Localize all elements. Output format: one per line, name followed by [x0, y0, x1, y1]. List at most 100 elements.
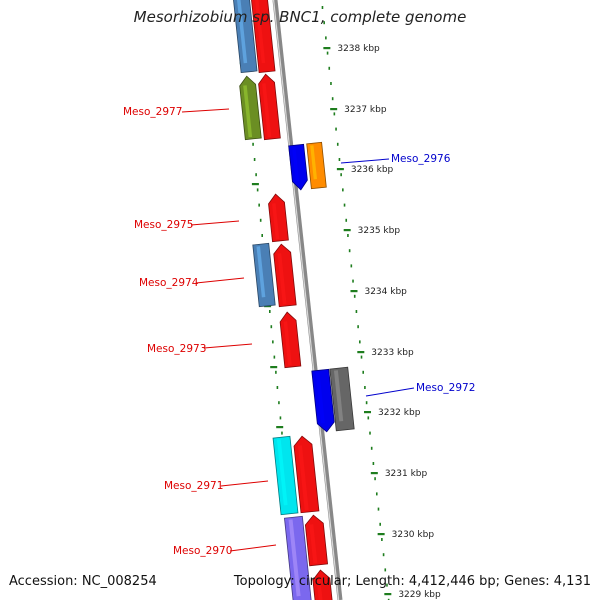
feature-arrow: [268, 193, 289, 243]
feature-arrow: [279, 311, 302, 369]
scale-dot: [362, 370, 365, 374]
feature-arrow: [252, 242, 276, 308]
scale-dot: [365, 401, 368, 405]
map-title: Mesorhizobium sp. BNC1, complete genome: [133, 8, 467, 26]
scale-dot: [331, 97, 334, 101]
scale-tick-label: 3235 kbp: [358, 226, 401, 236]
feature-arrow: [273, 243, 297, 308]
feature-highlight: [254, 0, 266, 64]
scale-dot: [364, 386, 366, 389]
scale-tick-label: 3232 kbp: [378, 408, 421, 418]
feature-arrow: [312, 569, 334, 600]
scale-dot: [258, 203, 260, 207]
label-leader-line: [190, 220, 240, 226]
gene-label: Meso_2976: [391, 153, 451, 165]
feature-arrow: [272, 435, 299, 516]
gene-label: Meso_2970: [173, 545, 232, 557]
scale-ticks: 3238 kbp 3237 kbp 3236 kbp 3235 kbp 3234 kbp…: [239, 44, 441, 600]
scale-dot: [350, 264, 353, 268]
scale-dot: [387, 598, 390, 600]
feature-arrow: [306, 141, 327, 190]
scale-dot: [281, 431, 283, 435]
scale-dot: [269, 310, 271, 313]
scale-dot: [367, 416, 370, 420]
scale-dot: [321, 6, 324, 9]
scale-dot: [381, 538, 383, 541]
scale-tick: [370, 472, 378, 475]
gene-label: Meso_2975: [134, 219, 193, 231]
feature-highlight: [243, 85, 253, 138]
feature-highlight: [236, 0, 248, 64]
feature-arrow: [258, 73, 281, 141]
scale-tick: [251, 183, 259, 186]
scale-dot: [326, 51, 329, 55]
scale-dot: [342, 188, 344, 192]
scale-dot: [270, 325, 273, 329]
scale-dot: [353, 294, 356, 298]
scale-tick: [377, 533, 385, 536]
feature-arrow: [239, 75, 262, 141]
cds-c2: [306, 141, 327, 190]
scale-dot: [343, 203, 346, 207]
scale-dot: [276, 386, 279, 389]
feature-highlight: [309, 524, 318, 564]
gene-label: Meso_2974: [139, 277, 199, 289]
scale-tick: [357, 351, 365, 354]
scale-dot: [279, 416, 282, 420]
scale-dot: [355, 310, 358, 313]
scale-tick-label: 3238 kbp: [337, 44, 380, 54]
scale-dot: [375, 492, 378, 496]
feature-track: [232, 0, 355, 600]
scale-tick-label: 3233 kbp: [371, 348, 414, 358]
scale-dot: [323, 21, 325, 25]
scale-tick: [323, 47, 331, 50]
scale-dot: [340, 173, 342, 177]
label-leader-line: [220, 480, 269, 487]
scale-dot: [330, 82, 332, 85]
scale-tick: [343, 229, 351, 232]
scale-dot: [325, 36, 327, 40]
accession-text: Accession: NC_008254: [9, 574, 157, 589]
feature-arrow: [250, 0, 276, 74]
feature-highlight: [315, 372, 325, 424]
scale-dot: [255, 173, 257, 177]
scale-dot: [333, 112, 336, 116]
scale-dot: [273, 355, 276, 359]
scale-dot: [382, 553, 385, 557]
scale-dot: [259, 218, 262, 222]
scale-dot: [261, 234, 263, 237]
label-leader-line: [340, 158, 390, 164]
cds-c1: [288, 143, 308, 191]
scale-dot: [336, 142, 339, 146]
feature-highlight: [272, 203, 280, 240]
scale-dot: [347, 234, 349, 237]
feature-arrow: [329, 366, 355, 432]
feature-highlight: [288, 519, 301, 597]
scale-dot: [384, 568, 387, 572]
feature-highlight: [276, 439, 288, 506]
feature-highlight: [297, 445, 309, 511]
feature-highlight: [277, 253, 287, 305]
scale-tick: [350, 290, 358, 293]
backbone-highlight: [273, 0, 340, 600]
scale-dot: [272, 340, 274, 344]
scale-dot: [328, 66, 331, 70]
feature-arrow: [304, 514, 329, 567]
feature-arrow: [311, 368, 335, 433]
feature-highlight: [292, 147, 300, 182]
scale-tick-label: 3230 kbp: [392, 530, 435, 540]
feature-highlight: [256, 246, 266, 298]
cds-e1: [252, 242, 276, 308]
feature-arrow: [288, 143, 308, 191]
scale-dot: [370, 446, 373, 450]
feature-highlight: [333, 370, 344, 422]
gene-label: Meso_2977: [123, 106, 182, 118]
gene-labels: Meso_2977 Meso_2976 Meso_2975 Meso_2974 Meso…: [123, 106, 475, 557]
scale-dot: [357, 325, 359, 329]
scale-tick-label: 3237 kbp: [344, 105, 387, 115]
scale-dot: [386, 583, 388, 587]
topology-text: Topology: circular; Length: 4,412,446 bp…: [233, 574, 591, 589]
feature-highlight: [310, 145, 318, 180]
scale-dot: [379, 522, 381, 526]
scale-dot: [256, 188, 259, 192]
